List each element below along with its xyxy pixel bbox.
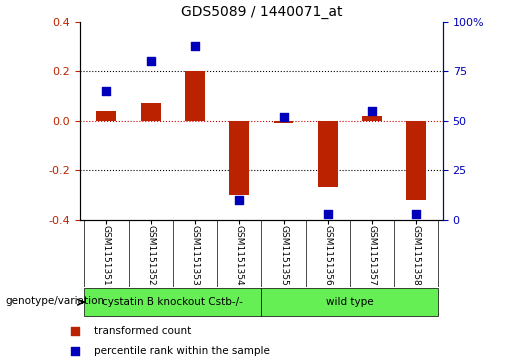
Text: transformed count: transformed count <box>94 326 191 336</box>
Bar <box>185 71 205 121</box>
Bar <box>273 121 294 123</box>
Text: GSM1151354: GSM1151354 <box>235 225 244 286</box>
Title: GDS5089 / 1440071_at: GDS5089 / 1440071_at <box>181 5 342 19</box>
Bar <box>262 288 438 316</box>
Bar <box>318 121 338 187</box>
Text: wild type: wild type <box>326 297 374 307</box>
Text: GSM1151355: GSM1151355 <box>279 225 288 286</box>
Bar <box>406 121 426 200</box>
Text: GSM1151357: GSM1151357 <box>368 225 376 286</box>
Text: GSM1151358: GSM1151358 <box>412 225 421 286</box>
Text: GSM1151353: GSM1151353 <box>191 225 199 286</box>
Text: cystatin B knockout Cstb-/-: cystatin B knockout Cstb-/- <box>102 297 243 307</box>
Point <box>412 211 420 217</box>
Point <box>279 114 287 120</box>
Point <box>71 348 79 354</box>
Text: genotype/variation: genotype/variation <box>5 295 104 306</box>
Bar <box>141 103 161 121</box>
Point <box>191 42 199 48</box>
Bar <box>229 121 249 195</box>
Point <box>323 211 332 217</box>
Text: GSM1151351: GSM1151351 <box>102 225 111 286</box>
Bar <box>84 288 261 316</box>
Text: GSM1151356: GSM1151356 <box>323 225 332 286</box>
Point <box>235 197 244 203</box>
Point <box>102 88 111 94</box>
Point <box>71 328 79 334</box>
Bar <box>96 111 116 121</box>
Point <box>147 58 155 64</box>
Text: GSM1151352: GSM1151352 <box>146 225 155 286</box>
Point <box>368 108 376 114</box>
Text: percentile rank within the sample: percentile rank within the sample <box>94 346 270 356</box>
Bar <box>362 116 382 121</box>
